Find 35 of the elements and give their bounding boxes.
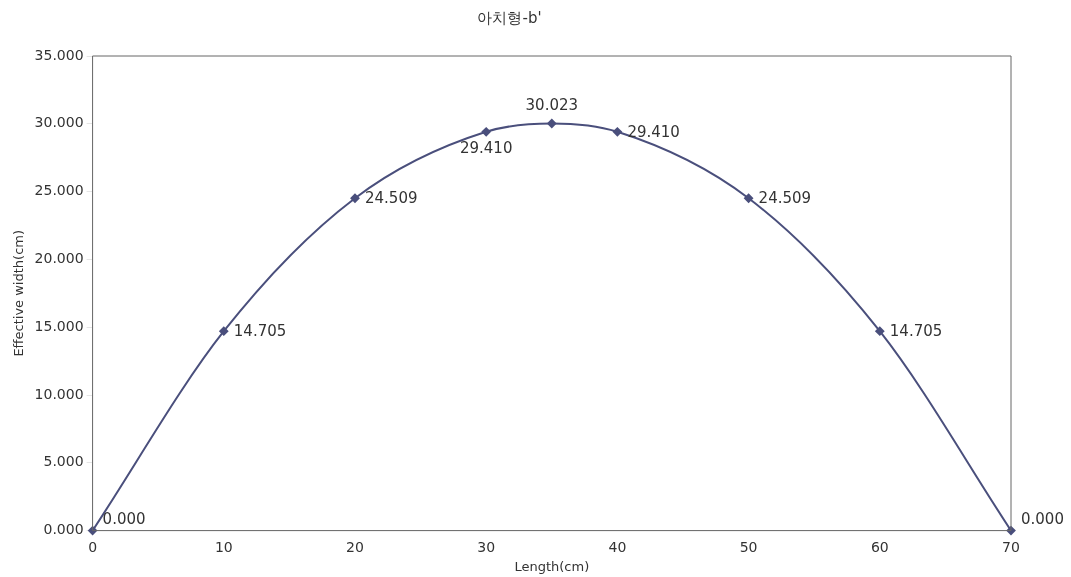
- x-tick-label: 50: [739, 538, 758, 555]
- y-tick-label: 20.000: [34, 250, 84, 267]
- point: [481, 127, 491, 137]
- x-tick-label: 60: [870, 538, 889, 555]
- data-label: 24.509: [758, 189, 812, 208]
- y-tick-label: 25.000: [34, 182, 84, 199]
- point: [612, 127, 622, 137]
- data-label: 29.410: [627, 122, 680, 141]
- x-tick-label: 20: [346, 538, 364, 555]
- point: [547, 118, 557, 128]
- data-label: 0.000: [1021, 509, 1064, 528]
- y-tick-label: 15.000: [34, 317, 84, 334]
- y-tick-label: 5.000: [43, 453, 84, 470]
- x-tick-label: 30: [477, 538, 496, 555]
- y-tick-label: 0.000: [43, 521, 84, 538]
- x-axis-title: Length(cm): [514, 558, 590, 574]
- point: [350, 193, 360, 203]
- data-label: 14.705: [233, 322, 287, 341]
- x-tick-label: 70: [1002, 538, 1020, 555]
- data-label: 24.509: [364, 189, 418, 208]
- x-tick-label: 0: [88, 538, 98, 555]
- x-tick-label: 10: [214, 538, 233, 555]
- point: [219, 326, 229, 336]
- x-tick-label: 40: [608, 538, 627, 555]
- data-label: 14.705: [889, 322, 943, 341]
- point: [875, 326, 885, 336]
- point: [744, 193, 754, 203]
- y-tick-label: 30.000: [34, 114, 84, 131]
- data-label: 30.023: [525, 95, 579, 114]
- chart-title: 아치형-b': [477, 8, 542, 27]
- y-tick-label: 35.000: [34, 46, 84, 63]
- y-tick-label: 10.000: [34, 385, 84, 402]
- data-label: 29.410: [459, 139, 513, 158]
- y-axis-title: Effective width(cm): [11, 229, 27, 357]
- data-label: 0.000: [102, 509, 146, 528]
